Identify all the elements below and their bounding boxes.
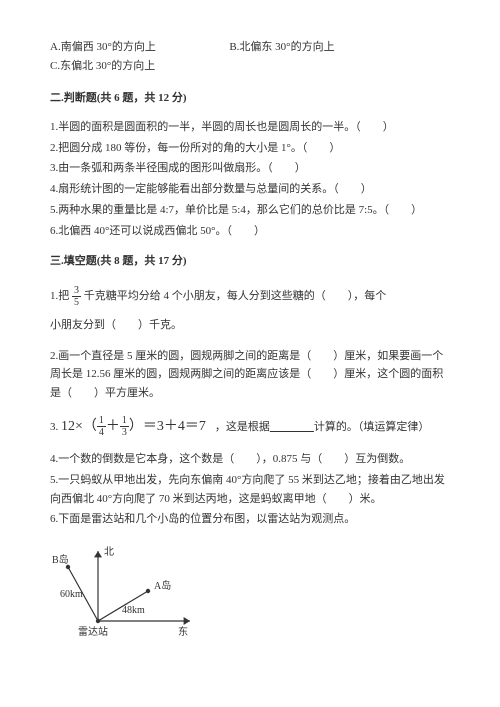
s3-q2: 2.画一个直径是 5 厘米的圆，圆规两脚之间的距离是（ ）厘米，如果要画一个周长… [50,347,450,403]
s3-q3: 3. 12×（14＋13）＝3＋4＝7 ，这是根据＿＿＿＿计算的。（填运算定律） [50,415,450,439]
s3-q1: 1.把 3 5 千克糖平均分给 4 个小朋友，每人分到这些糖的（ ），每个 小朋… [50,285,450,335]
math-expression: 12×（14＋13）＝3＋4＝7 [61,419,209,434]
mc-options: A.南偏西 30°的方向上 B.北偏东 30°的方向上 C.东偏北 30°的方向… [50,38,450,75]
s3-q3-tail-a: ，这是根据 [215,421,270,433]
plus: ＋ [106,419,120,434]
frac-den: 4 [97,427,106,438]
s2-q2: 2.把圆分成 180 等份，每一份所对的角的大小是 1°。（ ） [50,139,450,158]
opt-c: C.东偏北 30°的方向上 [50,57,155,76]
fraction-1-3: 13 [120,415,129,438]
frac-den: 3 [120,427,129,438]
svg-text:北: 北 [104,546,114,558]
opt-b: B.北偏东 30°的方向上 [229,38,334,57]
s3-q5: 5.一只蚂蚁从甲地出发，先向东偏南 40°方向爬了 55 米到达乙地；接着由乙地… [50,471,450,508]
s2-q1: 1.半圆的面积是圆面积的一半，半圆的周长也是圆周长的一半。（ ） [50,118,450,137]
s3-q1-b: 千克糖平均分给 4 个小朋友，每人分到这些糖的（ ），每个 [84,290,387,302]
blank-line: ＿＿＿＿ [270,421,314,433]
s3-q3-pre: 3. [50,421,58,433]
fraction-1-4: 14 [97,415,106,438]
svg-text:东: 东 [178,625,188,638]
s3-q1-c: 小朋友分到（ ）千克。 [50,316,450,335]
radar-diagram: 北东 雷达站 A岛 48km B岛 60km [50,539,450,666]
radar-svg: 北东 雷达站 A岛 48km B岛 60km [50,539,200,659]
section-3-title: 三.填空题(共 8 题，共 17 分) [50,252,450,271]
s2-q4: 4.扇形统计图的一定能够能看出部分数量与总量间的关系。（ ） [50,180,450,199]
svg-text:48km: 48km [122,605,145,616]
svg-text:雷达站: 雷达站 [78,625,108,638]
svg-text:B岛: B岛 [52,553,69,566]
svg-text:60km: 60km [60,589,83,600]
expr-left: 12×（ [61,419,97,434]
expr-right: ）＝3＋4＝7 [129,419,206,434]
fraction-3-5: 3 5 [72,285,81,308]
frac-num: 1 [120,415,129,427]
section-2-title: 二.判断题(共 6 题，共 12 分) [50,89,450,108]
frac-den: 5 [72,297,81,308]
frac-num: 1 [97,415,106,427]
s3-q6: 6.下面是雷达站和几个小岛的位置分布图，以雷达站为观测点。 [50,510,450,529]
s2-q3: 3.由一条弧和两条半径围成的图形叫做扇形。（ ） [50,159,450,178]
s3-q1-a: 1.把 [50,290,69,302]
s3-q4: 4.一个数的倒数是它本身，这个数是（ ），0.875 与（ ）互为倒数。 [50,450,450,469]
s3-q3-tail-b: 计算的。（填运算定律） [314,421,430,433]
s2-q5: 5.两种水果的重量比是 4:7，单价比是 5:4，那么它们的总价比是 7:5。（… [50,201,450,220]
s2-q6: 6.北偏西 40°还可以说成西偏北 50°。（ ） [50,222,450,241]
svg-text:A岛: A岛 [154,579,171,592]
opt-a: A.南偏西 30°的方向上 [50,38,156,57]
frac-num: 3 [72,285,81,297]
